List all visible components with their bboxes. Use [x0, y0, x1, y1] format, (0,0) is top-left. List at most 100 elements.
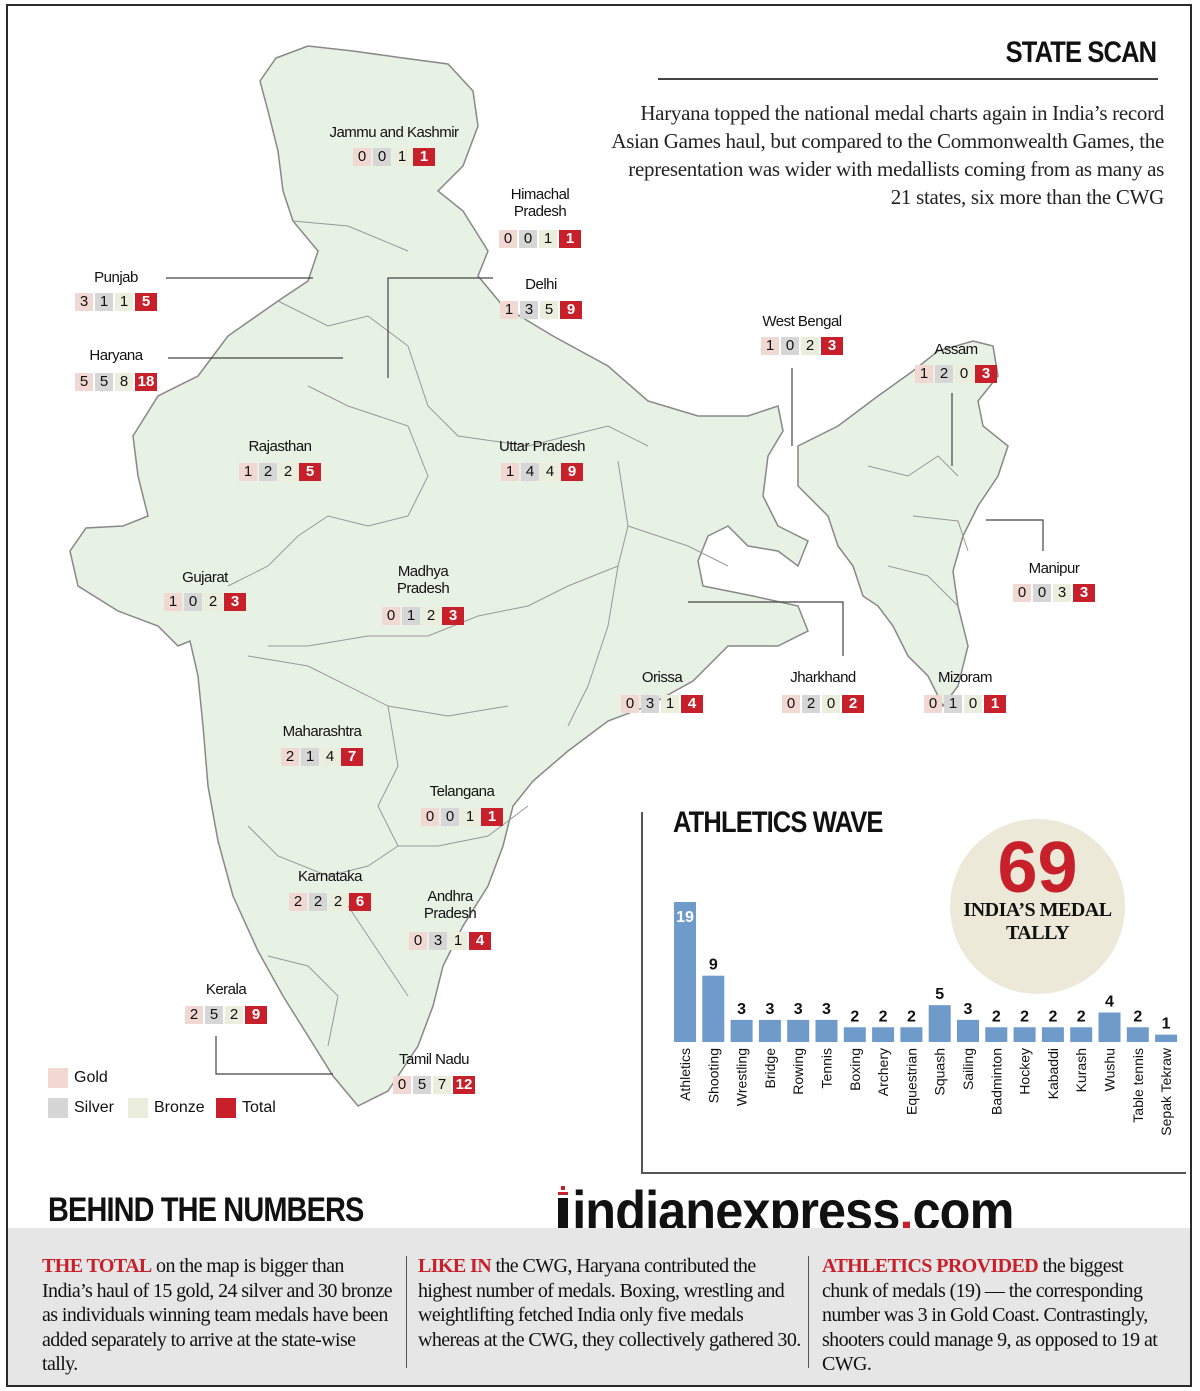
bronze-count-jharkhand: 0: [822, 695, 840, 713]
gold-count-west-bengal: 1: [761, 337, 779, 355]
bar-sepak-tekraw: [1155, 1034, 1178, 1042]
category-label-kabaddi: Kabaddi: [1045, 1048, 1061, 1099]
total-count-west-bengal: 3: [821, 337, 843, 355]
silver-count-andhra-pradesh: 3: [429, 932, 447, 950]
total-count-tamil-nadu: 12: [453, 1076, 475, 1094]
medal-tally-number: 69: [997, 828, 1078, 908]
bronze-count-manipur: 3: [1053, 584, 1071, 602]
bronze-count-mizoram: 0: [964, 695, 982, 713]
state-name-telangana: Telangana: [429, 783, 495, 800]
behind-col-1-text: on the map is bigger than India’s haul o…: [42, 1255, 393, 1375]
category-label-shooting: Shooting: [705, 1048, 721, 1103]
bronze-count-punjab: 1: [115, 293, 133, 311]
sports-bar-chart: 19 Athletics 9 Shooting 3 Wrestling 3 Bridge 3 Ro…: [674, 902, 1178, 1136]
behind-col-2-lead: LIKE IN: [418, 1255, 492, 1277]
bar-value-athletics: 19: [676, 909, 694, 926]
category-label-badminton: Badminton: [988, 1048, 1004, 1115]
gold-count-kerala: 2: [185, 1006, 203, 1024]
medal-tally-badge: 69 INDIA’S MEDAL TALLY: [950, 819, 1125, 994]
silver-count-delhi: 3: [520, 301, 538, 319]
behind-col-2-text: the CWG, Haryana contributed the highest…: [418, 1255, 801, 1351]
bar-value-kurash: 2: [1077, 1008, 1086, 1025]
bronze-count-tamil-nadu: 7: [433, 1076, 451, 1094]
state-name-madhya-pradesh: Madhya Pradesh: [396, 563, 450, 597]
category-label-sepak-tekraw: Sepak Tekraw: [1158, 1047, 1174, 1136]
legend-label-silver: Silver: [74, 1099, 115, 1116]
legend-label-gold: Gold: [74, 1069, 108, 1086]
total-count-gujarat: 3: [224, 593, 246, 611]
leader-lines: [166, 277, 1044, 1075]
behind-col-3-lead: ATHLETICS PROVIDED: [822, 1255, 1039, 1277]
state-name-orissa: Orissa: [641, 669, 683, 686]
total-count-assam: 3: [975, 365, 997, 383]
bronze-count-jammu-and-kashmir: 1: [393, 148, 411, 166]
legend-swatch-total: [216, 1098, 236, 1118]
state-name-punjab: Punjab: [94, 269, 138, 286]
category-label-table-tennis: Table tennis: [1130, 1048, 1146, 1123]
gold-count-telangana: 0: [421, 808, 439, 826]
state-name-maharashtra: Maharashtra: [282, 723, 362, 740]
gold-count-assam: 1: [915, 365, 933, 383]
bar-value-squash: 5: [935, 986, 944, 1003]
bar-value-bridge: 3: [765, 1001, 774, 1018]
title-rule: [658, 78, 1158, 80]
state-name-assam: Assam: [934, 341, 978, 358]
bar-value-tennis: 3: [822, 1001, 831, 1018]
bar-boxing: [843, 1027, 866, 1042]
indianexpress-logo-icon: [558, 1186, 568, 1228]
silver-count-assam: 2: [935, 365, 953, 383]
state-name-west-bengal: West Bengal: [762, 313, 842, 330]
state-name-himachal-pradesh: Himachal Pradesh: [510, 186, 570, 220]
gold-count-manipur: 0: [1013, 584, 1031, 602]
total-count-maharashtra: 7: [341, 748, 363, 766]
bar-kurash: [1070, 1027, 1093, 1042]
silver-count-madhya-pradesh: 1: [402, 607, 420, 625]
gold-count-delhi: 1: [500, 301, 518, 319]
bar-value-wushu: 4: [1105, 994, 1114, 1011]
bronze-count-telangana: 1: [461, 808, 479, 826]
category-label-athletics: Athletics: [677, 1048, 693, 1101]
page-title: STATE SCAN: [1005, 36, 1157, 69]
silver-count-himachal-pradesh: 0: [519, 230, 537, 248]
bar-rowing: [787, 1019, 810, 1042]
bronze-count-gujarat: 2: [204, 593, 222, 611]
state-name-kerala: Kerala: [205, 981, 247, 998]
legend-swatch-bronze: [128, 1098, 148, 1118]
bar-value-equestrian: 2: [907, 1008, 916, 1025]
behind-the-numbers-band: [8, 1228, 1190, 1385]
behind-col-3-text: the biggest chunk of medals (19) — the c…: [822, 1255, 1158, 1375]
gold-count-mizoram: 0: [924, 695, 942, 713]
bar-value-kabaddi: 2: [1048, 1008, 1057, 1025]
gold-count-andhra-pradesh: 0: [409, 932, 427, 950]
bar-value-hockey: 2: [1020, 1008, 1029, 1025]
category-label-wushu: Wushu: [1102, 1048, 1118, 1091]
bronze-count-rajasthan: 2: [279, 463, 297, 481]
bar-value-badminton: 2: [992, 1008, 1001, 1025]
gold-count-uttar-pradesh: 1: [501, 463, 519, 481]
india-mainland-shape: [69, 45, 809, 1107]
gold-count-rajasthan: 1: [239, 463, 257, 481]
medal-tally-label-line2: TALLY: [1005, 922, 1070, 944]
state-borders: [227, 220, 969, 1047]
intro-text: Haryana topped the national medal charts…: [611, 101, 1164, 209]
silver-count-west-bengal: 0: [781, 337, 799, 355]
category-label-bridge: Bridge: [762, 1048, 778, 1089]
silver-count-haryana: 5: [95, 373, 113, 391]
total-count-jharkhand: 2: [842, 695, 864, 713]
behind-col-2: LIKE IN the CWG, Haryana contributed the…: [418, 1254, 803, 1352]
medal-tally-label: INDIA’S MEDAL TALLY: [950, 899, 1125, 945]
bronze-count-delhi: 5: [540, 301, 558, 319]
total-count-delhi: 9: [560, 301, 582, 319]
bronze-count-assam: 0: [955, 365, 973, 383]
total-count-haryana: 18: [135, 373, 157, 391]
behind-col-1: THE TOTAL on the map is bigger than Indi…: [42, 1254, 393, 1377]
